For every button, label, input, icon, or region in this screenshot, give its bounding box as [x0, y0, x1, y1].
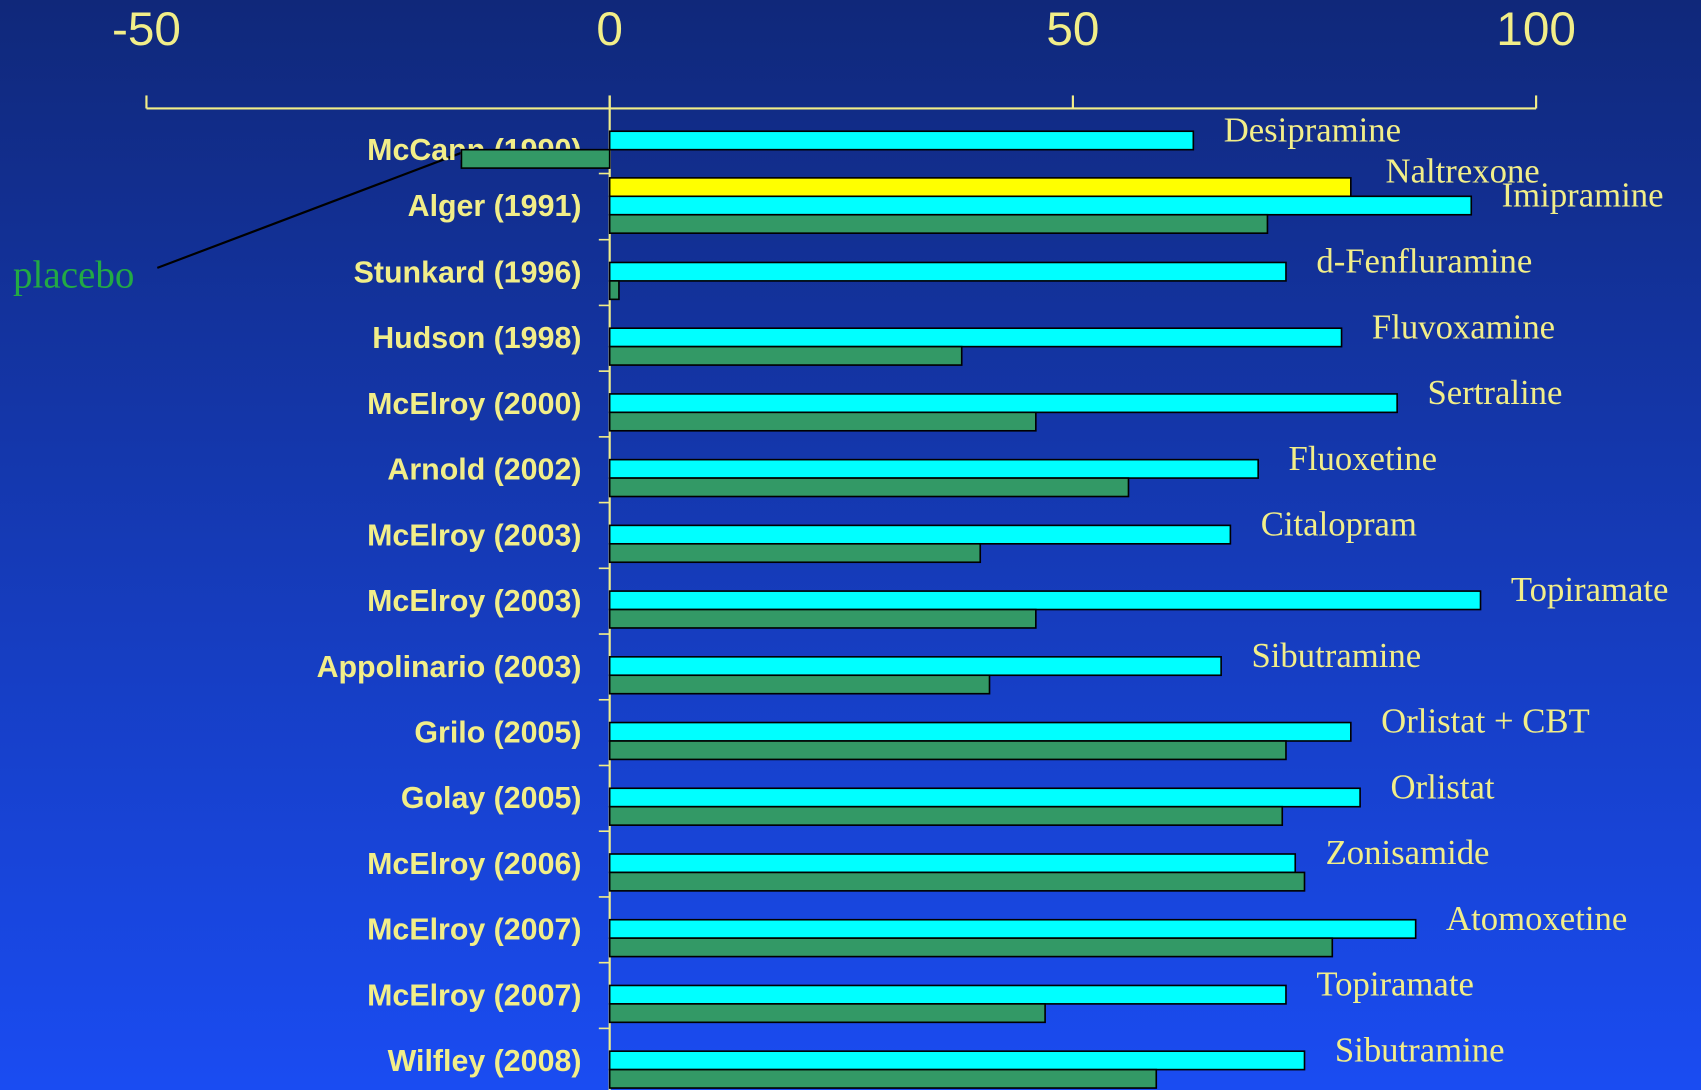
drug-label: Sibutramine — [1251, 636, 1421, 675]
bar — [608, 327, 1343, 348]
category-label: McElroy (2006) — [367, 848, 581, 881]
drug-label: Orlistat + CBT — [1381, 702, 1590, 741]
x-tick-label: 50 — [1046, 3, 1099, 56]
x-tick-label: 100 — [1496, 3, 1576, 56]
drug-label: Naltrexone — [1386, 152, 1540, 191]
bar — [608, 853, 1297, 874]
category-label: Stunkard (1996) — [354, 256, 582, 289]
drug-label: Orlistat — [1390, 767, 1494, 806]
bar — [608, 411, 1037, 432]
category-label: Grilo (2005) — [414, 716, 581, 749]
drug-label: Zonisamide — [1326, 833, 1490, 872]
drug-label: Sertraline — [1428, 373, 1563, 412]
drug-label: Topiramate — [1511, 570, 1669, 609]
category-label: Wilfley (2008) — [388, 1045, 582, 1078]
bar — [608, 1068, 1158, 1089]
bar — [608, 542, 982, 564]
bar — [460, 148, 611, 169]
bar — [608, 656, 1222, 677]
bar — [608, 1003, 1046, 1024]
bar — [608, 674, 991, 695]
bar — [608, 805, 1284, 826]
bar — [608, 871, 1306, 892]
drug-label: d-Fenfluramine — [1316, 242, 1532, 281]
drug-label: Topiramate — [1316, 965, 1474, 1004]
category-label: McElroy (2000) — [367, 388, 581, 421]
drug-label: Citalopram — [1261, 505, 1417, 544]
bar — [608, 787, 1361, 808]
category-label: McElroy (2003) — [367, 585, 581, 618]
bar — [608, 345, 963, 366]
bar — [608, 177, 1352, 198]
category-label: Hudson (1998) — [372, 322, 581, 355]
drug-label: Fluvoxamine — [1372, 307, 1555, 346]
x-tick-label: -50 — [112, 3, 181, 56]
bar — [608, 393, 1398, 414]
bar — [608, 937, 1334, 958]
bar — [608, 721, 1352, 742]
category-label: McElroy (2007) — [367, 914, 581, 947]
bar — [608, 524, 1232, 545]
category-label: McElroy (2007) — [367, 979, 581, 1012]
drug-label: Atomoxetine — [1446, 899, 1627, 938]
bar — [608, 740, 1287, 761]
category-label: Arnold (2002) — [387, 454, 581, 487]
bar — [608, 608, 1037, 629]
bar — [608, 261, 1287, 282]
bar — [608, 1050, 1306, 1071]
category-label: Alger (1991) — [408, 190, 582, 223]
bar — [608, 130, 1195, 151]
placebo-annotation: placebo — [13, 254, 134, 297]
bar — [608, 213, 1269, 234]
leader-line — [156, 151, 462, 269]
drug-label: Sibutramine — [1335, 1030, 1505, 1069]
bar — [608, 590, 1482, 611]
drug-label: Desipramine — [1224, 110, 1401, 149]
bar — [608, 984, 1287, 1005]
drug-label: Imipramine — [1502, 175, 1664, 214]
bar — [608, 195, 1473, 216]
bar — [608, 918, 1417, 939]
bar — [608, 477, 1130, 498]
drug-label: Fluoxetine — [1289, 439, 1437, 478]
bar — [608, 458, 1259, 479]
category-label: Appolinario (2003) — [317, 651, 582, 684]
category-label: Golay (2005) — [401, 782, 582, 815]
bar — [608, 280, 620, 301]
x-tick-label: 0 — [596, 3, 623, 56]
category-label: McElroy (2003) — [367, 519, 581, 552]
